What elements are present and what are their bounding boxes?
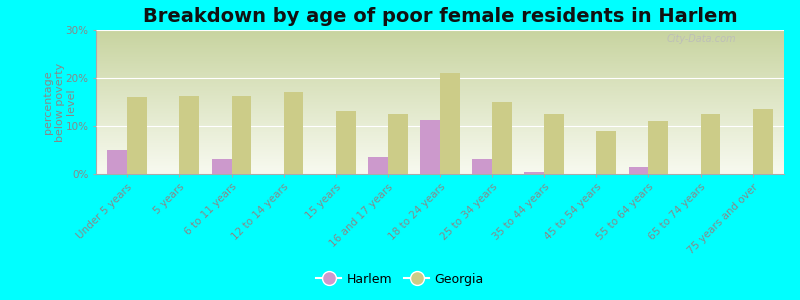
Bar	[284, 92, 303, 174]
Bar	[472, 159, 492, 174]
Bar	[596, 131, 616, 174]
Bar	[753, 109, 773, 174]
Legend: Harlem, Georgia: Harlem, Georgia	[311, 268, 489, 291]
Bar	[701, 114, 721, 174]
Bar	[179, 96, 199, 174]
Bar	[420, 120, 440, 174]
Bar	[544, 114, 564, 174]
Bar	[336, 111, 355, 174]
Bar	[127, 97, 147, 174]
Bar	[231, 96, 251, 174]
Bar	[368, 157, 388, 174]
Bar	[388, 114, 408, 174]
Bar	[107, 150, 127, 174]
Bar	[629, 167, 649, 174]
Y-axis label: percentage
below poverty
level: percentage below poverty level	[43, 62, 77, 142]
Bar	[212, 159, 231, 174]
Title: Breakdown by age of poor female residents in Harlem: Breakdown by age of poor female resident…	[142, 7, 738, 26]
Bar	[649, 121, 668, 174]
Text: City-Data.com: City-Data.com	[666, 34, 736, 44]
Bar	[492, 102, 512, 174]
Bar	[440, 73, 460, 174]
Bar	[525, 172, 544, 174]
